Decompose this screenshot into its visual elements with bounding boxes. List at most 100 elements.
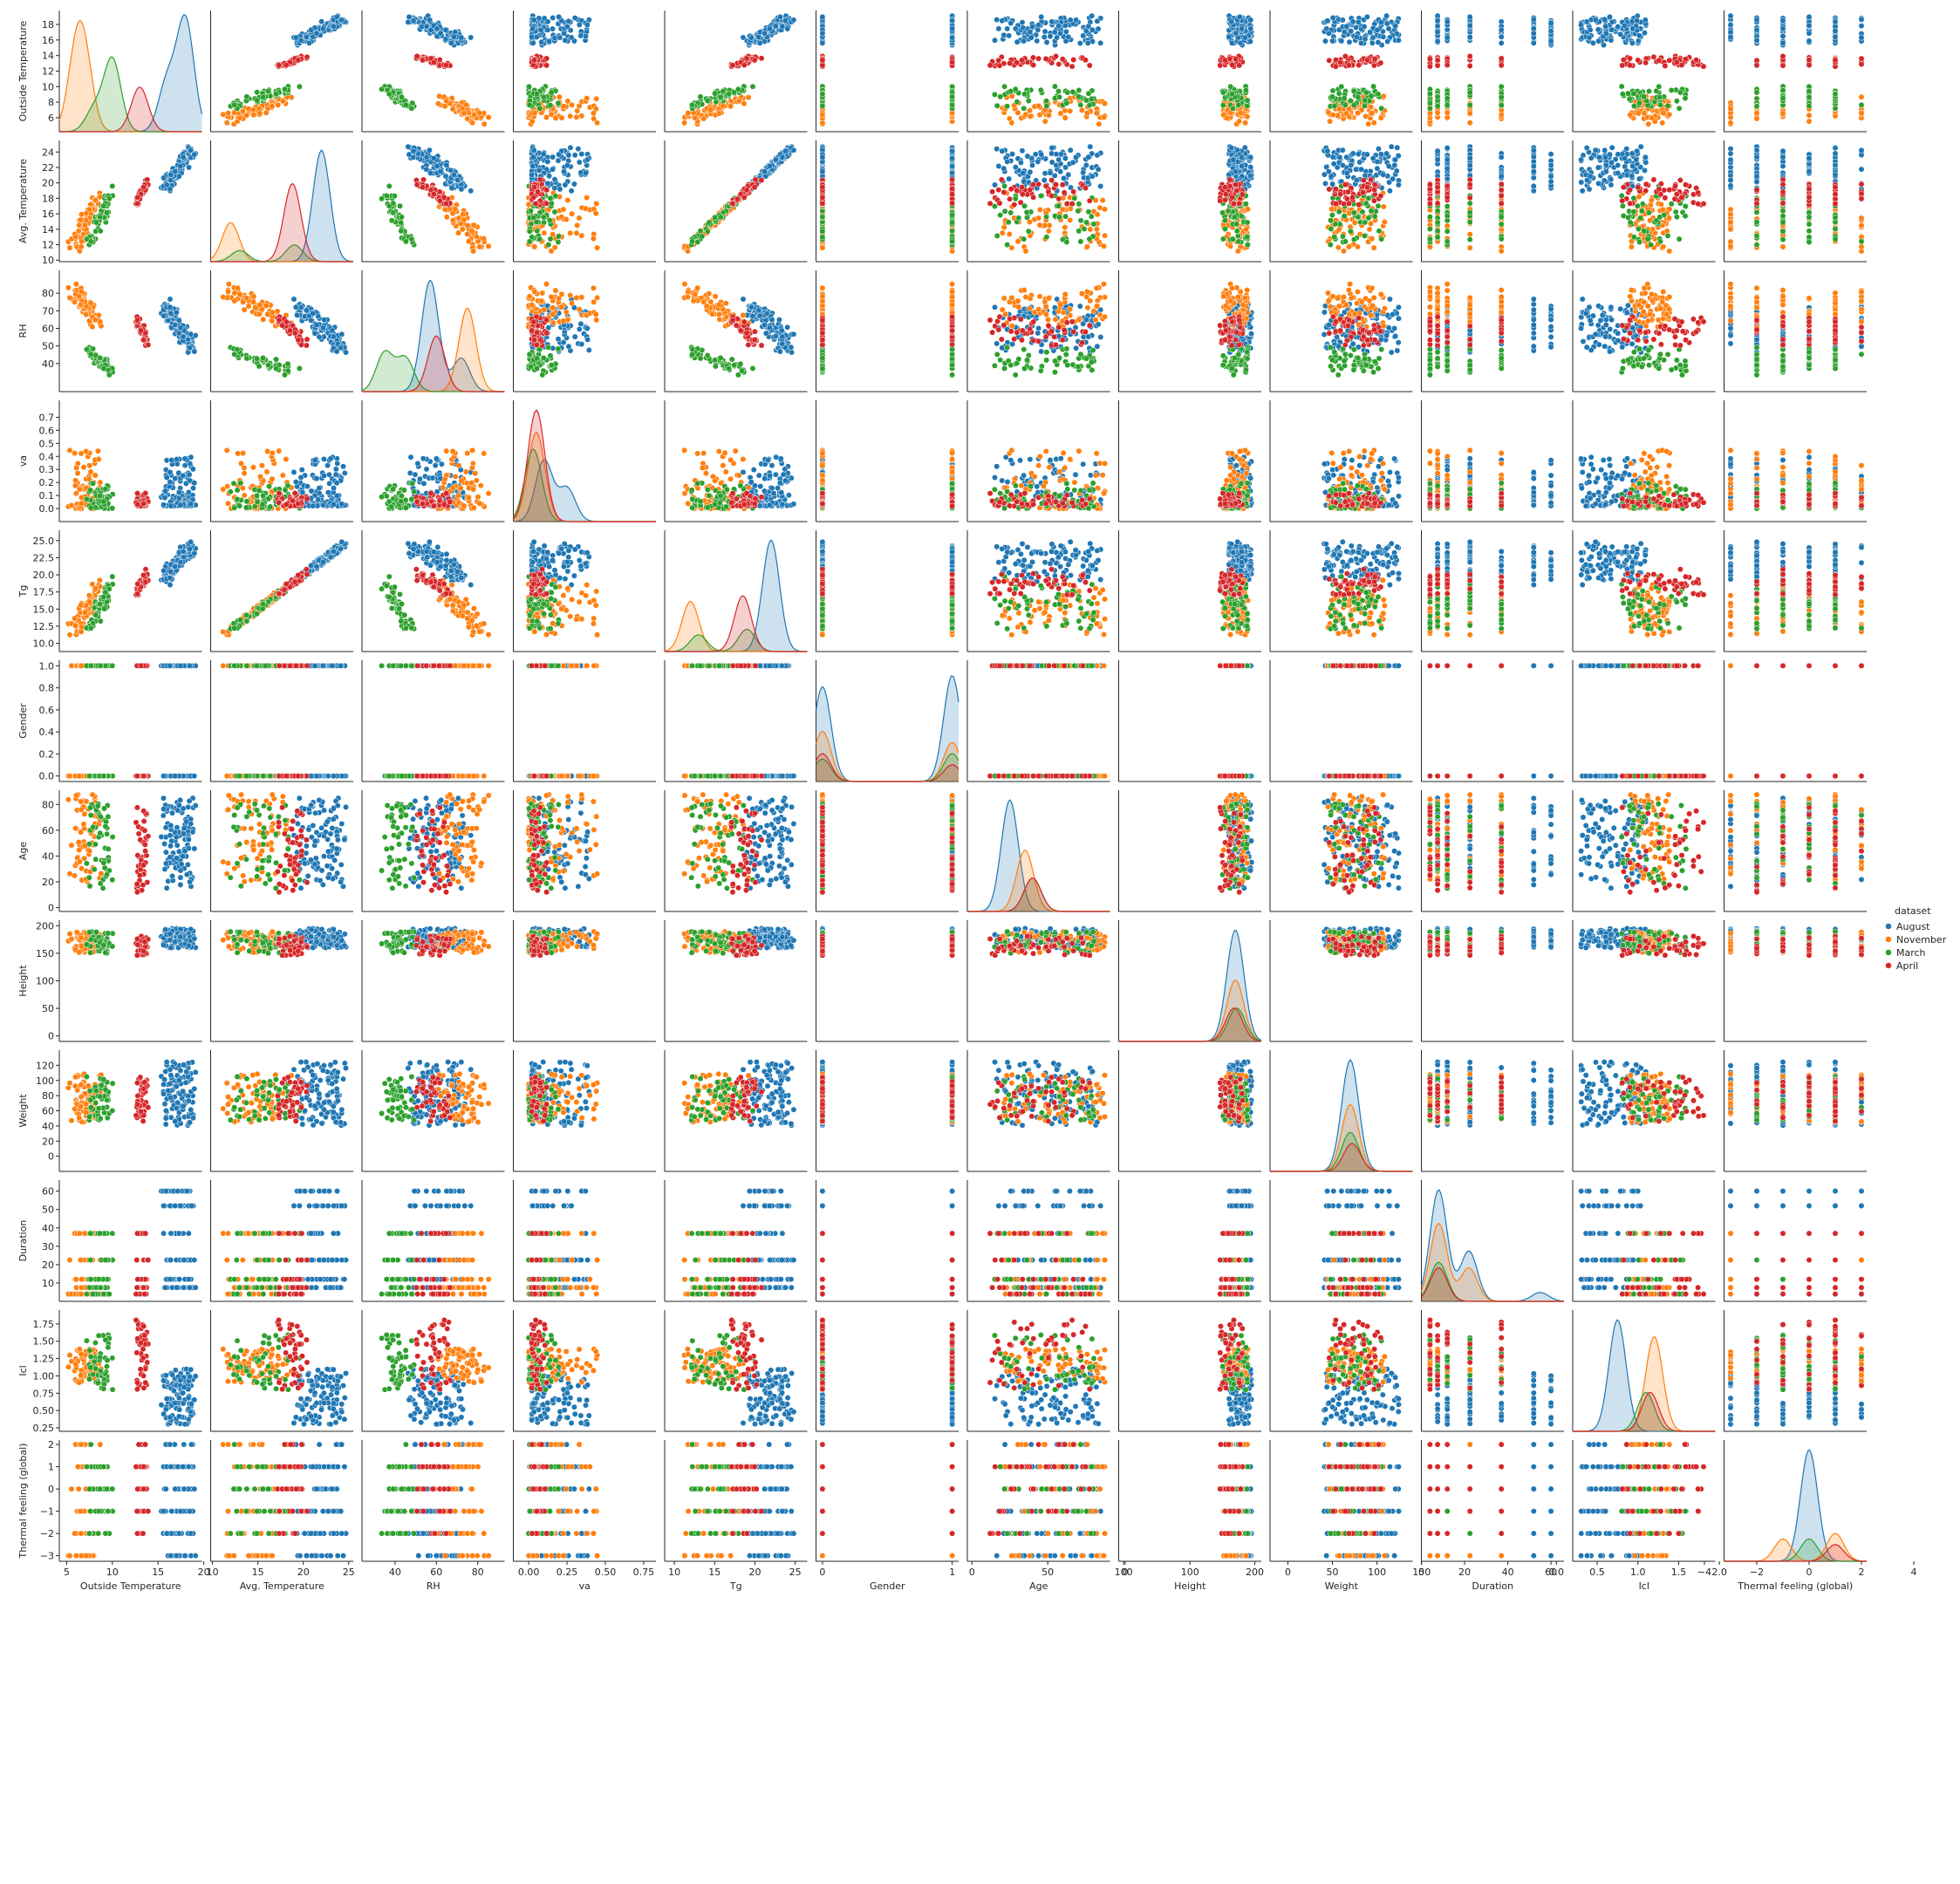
scatter-point-august: [434, 163, 440, 169]
scatter-point-april: [1753, 62, 1760, 69]
scatter-point-august: [1226, 33, 1233, 40]
scatter-point-august: [992, 37, 998, 44]
scatter-point-november: [1067, 107, 1074, 114]
scatter-point-march: [1244, 97, 1251, 104]
scatter-point-march: [1043, 103, 1050, 110]
scatter-point-august: [434, 25, 440, 32]
scatter-point-november: [434, 100, 441, 107]
scatter-point-august: [1233, 168, 1240, 175]
scatter-point-april: [443, 62, 449, 69]
scatter-point-march: [282, 85, 288, 92]
scatter-point-march: [949, 101, 956, 108]
scatter-point-april: [1030, 62, 1037, 69]
scatter-point-august: [949, 25, 956, 32]
scatter-point-november: [1057, 110, 1064, 117]
scatter-point-march: [997, 93, 1004, 100]
scatter-point-april: [420, 184, 427, 191]
scatter-point-april: [1017, 199, 1024, 206]
scatter-point-april: [949, 200, 956, 207]
scatter-point-august: [1608, 26, 1615, 33]
scatter-point-august: [426, 17, 433, 24]
scatter-point-august: [550, 25, 556, 32]
scatter-point-march: [1077, 217, 1084, 224]
scatter-point-april: [1498, 55, 1505, 62]
scatter-point-november: [1102, 206, 1108, 213]
scatter-point-august: [1038, 151, 1045, 158]
scatter-point-november: [741, 100, 748, 107]
scatter-point-november: [1096, 120, 1103, 127]
scatter-point-march: [1434, 93, 1441, 100]
scatter-point-april: [1236, 62, 1243, 69]
scatter-point-november: [485, 114, 492, 120]
scatter-point-november: [1036, 112, 1043, 119]
scatter-point-august: [529, 163, 536, 169]
scatter-point-april: [729, 200, 736, 207]
scatter-point-april: [413, 53, 420, 59]
scatter-point-march: [254, 89, 261, 96]
scatter-point-march: [1636, 99, 1643, 106]
scatter-point-march: [1081, 226, 1088, 232]
scatter-point-april: [1466, 63, 1473, 69]
scatter-point-august: [557, 186, 563, 193]
scatter-point-march: [704, 98, 711, 105]
scatter-point-august: [1324, 17, 1331, 24]
scatter-point-march: [528, 208, 534, 215]
scatter-point-august: [426, 147, 433, 154]
scatter-point-april: [140, 184, 147, 191]
scatter-point-august: [1325, 30, 1332, 37]
scatter-point-april: [751, 57, 758, 64]
scatter-point-april: [1779, 53, 1786, 59]
scatter-point-march: [819, 91, 826, 98]
scatter-point-august: [994, 17, 1000, 24]
scatter-point-august: [1089, 12, 1096, 19]
scatter-point-march: [949, 93, 956, 100]
scatter-point-april: [1014, 188, 1021, 195]
scatter-point-november: [707, 106, 714, 113]
scatter-point-march: [1012, 195, 1019, 202]
scatter-point-november: [1355, 110, 1361, 117]
scatter-point-august: [995, 163, 1002, 169]
scatter-point-august: [1530, 39, 1537, 46]
scatter-point-august: [1595, 38, 1602, 44]
scatter-point-august: [1322, 38, 1328, 44]
scatter-point-march: [402, 101, 409, 108]
scatter-point-november: [1444, 109, 1451, 116]
scatter-point-november: [78, 216, 85, 223]
scatter-point-march: [1466, 102, 1473, 108]
scatter-point-august: [1375, 39, 1382, 45]
scatter-point-march: [1378, 105, 1385, 112]
scatter-point-april: [543, 200, 550, 207]
scatter-point-november: [592, 210, 599, 217]
scatter-point-august: [819, 13, 826, 20]
scatter-point-march: [1043, 214, 1050, 221]
scatter-point-august: [306, 39, 312, 46]
scatter-point-march: [689, 238, 696, 245]
scatter-point-march: [1076, 87, 1082, 93]
scatter-point-march: [949, 212, 956, 219]
scatter-point-november: [1094, 211, 1101, 218]
scatter-point-march: [997, 212, 1004, 219]
scatter-point-august: [1041, 34, 1048, 40]
scatter-point-march: [1001, 182, 1008, 189]
scatter-point-november: [567, 229, 574, 236]
scatter-point-april: [1627, 55, 1634, 62]
scatter-point-august: [1080, 169, 1087, 176]
scatter-point-november: [250, 112, 257, 119]
scatter-point-august: [1247, 25, 1254, 32]
scatter-point-august: [1634, 17, 1641, 24]
scatter-point-august: [1048, 145, 1055, 152]
scatter-point-august: [1017, 159, 1024, 166]
scatter-point-march: [1001, 208, 1008, 215]
scatter-point-march: [1076, 93, 1082, 100]
scatter-point-april: [1466, 53, 1473, 59]
scatter-point-november: [1101, 242, 1107, 249]
scatter-point-august: [1602, 30, 1609, 37]
scatter-point-august: [1806, 30, 1813, 37]
pairplot-cell-avg-temperature-vs-va: [513, 140, 656, 263]
scatter-point-november: [1659, 119, 1666, 126]
scatter-point-august: [1004, 25, 1011, 32]
scatter-point-august: [550, 15, 557, 21]
scatter-point-march: [1051, 83, 1058, 90]
scatter-point-april: [536, 176, 543, 183]
scatter-point-august: [1348, 28, 1355, 35]
